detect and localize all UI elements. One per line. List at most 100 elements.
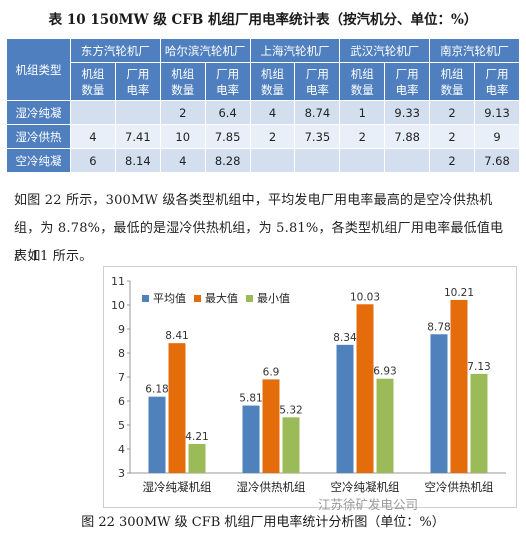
table-caption: 表 10 150MW 级 CFB 机组厂用电率统计表（按汽机分、单位：%） (48, 12, 478, 28)
table-cell: 2 (159, 100, 206, 125)
table-cell: 2 (339, 124, 386, 149)
bar-max (262, 379, 280, 473)
chart-svg: 3 4 5 6 7 8 9 10 11 6.18 8.41 4.21 湿冷纯凝机组 5.81 6.9 5.32… (111, 275, 506, 494)
y-tick-label: 9 (118, 323, 125, 336)
plant-header: 武汉汽轮机厂 (339, 38, 431, 63)
table-row: 湿冷供热 4 7.41 10 7.85 2 7.35 2 7.88 2 9 (6, 124, 520, 149)
table-cell: 8.74 (294, 100, 341, 125)
table-cell: 7.35 (294, 124, 341, 149)
legend-label: 最小值 (257, 292, 290, 305)
table-cell: 7.85 (204, 124, 251, 149)
table-cell: 2 (429, 148, 476, 173)
y-tick-label: 7 (118, 371, 125, 384)
table-cell (70, 100, 116, 125)
bar-max (450, 299, 468, 473)
plant-header: 南京汽轮机厂 (429, 38, 520, 63)
sub-header: 机组数量 (70, 62, 116, 101)
x-category-label: 空冷供热机组 (425, 480, 494, 494)
plant-header: 东方汽轮机厂 (70, 38, 161, 63)
table-cell: 4 (70, 124, 116, 149)
bar-min (376, 378, 394, 473)
bar-value-label: 8.34 (333, 332, 357, 344)
bar-value-label: 8.41 (165, 330, 188, 342)
sub-header: 机组数量 (339, 62, 386, 101)
x-category-label: 湿冷供热机组 (237, 480, 306, 494)
table-cell: 6.4 (204, 100, 251, 125)
legend-swatch (142, 295, 149, 302)
bar-value-label: 6.9 (263, 366, 280, 378)
y-tick-label: 4 (118, 443, 125, 456)
table-cell: 4 (249, 100, 296, 125)
sub-header: 厂用电率 (204, 62, 251, 101)
table-cell: 4 (159, 148, 206, 173)
bar-value-label: 6.93 (373, 366, 396, 378)
table-cell: 10 (159, 124, 206, 149)
x-category-label: 空冷纯凝机组 (331, 480, 400, 494)
sub-header: 机组数量 (249, 62, 296, 101)
bar-average (336, 344, 354, 473)
y-tick-label: 8 (118, 347, 125, 360)
bar-value-label: 8.78 (427, 321, 450, 333)
bar-max (168, 343, 186, 473)
bar-max (356, 304, 374, 473)
sub-header: 机组数量 (429, 62, 476, 101)
table-cell (114, 100, 161, 125)
table-cell: 8.28 (204, 148, 251, 173)
legend-swatch (194, 295, 201, 302)
bar-average (148, 396, 166, 473)
figure-caption: 图 22 300MW 级 CFB 机组厂用电率统计分析图（单位：%） (81, 515, 445, 530)
table-cell: 2 (429, 124, 476, 149)
y-tick-label: 3 (118, 467, 125, 480)
bar-value-label: 6.18 (145, 384, 168, 396)
table-cell (249, 148, 296, 173)
y-tick-label: 6 (118, 395, 125, 408)
row-type-label: 湿冷纯凝 (6, 100, 71, 125)
bar-min (282, 417, 300, 473)
table-cell: 2 (429, 100, 476, 125)
table-cell: 7.41 (114, 124, 161, 149)
bar-chart: 3 4 5 6 7 8 9 10 11 6.18 8.41 4.21 湿冷纯凝机组 5.81 6.9 5.32… (103, 266, 517, 508)
table-row: 空冷纯凝 6 8.14 4 8.28 2 7.68 (6, 148, 520, 173)
legend-swatch (246, 295, 253, 302)
table-cell: 1 (339, 100, 386, 125)
bar-value-label: 5.81 (239, 393, 262, 405)
plant-header: 上海汽轮机厂 (249, 38, 341, 63)
watermark-text: 江苏徐矿发电公司 (318, 497, 419, 512)
paragraph-line: 表 11 所示。 (14, 249, 93, 264)
bar-min (470, 373, 488, 473)
table-cell (339, 148, 386, 173)
bar-value-label: 7.13 (467, 361, 490, 373)
table-cell: 7.68 (474, 148, 520, 173)
table-cell: 9.33 (384, 100, 431, 125)
paragraph-line: 组，为 8.78%，最低的是湿冷供热机组，为 5.81%，各类型机组厂用电率最低… (14, 221, 504, 264)
sub-header: 厂用电率 (294, 62, 341, 101)
table-row: 湿冷纯凝 2 6.4 4 8.74 1 9.33 2 9.13 (6, 100, 520, 125)
legend-label: 平均值 (153, 292, 186, 305)
table-cell (384, 148, 431, 173)
row-type-label: 空冷纯凝 (6, 148, 71, 173)
bar-value-label: 4.21 (185, 431, 208, 443)
cfb-unit-table: 机组类型 东方汽轮机厂 哈尔滨汽轮机厂 上海汽轮机厂 武汉汽轮机厂 南京汽轮机厂… (6, 38, 520, 173)
sub-header: 厂用电率 (384, 62, 431, 101)
table-cell: 7.88 (384, 124, 431, 149)
y-tick-label: 5 (118, 419, 125, 432)
legend-label: 最大值 (205, 291, 238, 305)
bar-value-label: 10.03 (350, 291, 380, 303)
x-category-label: 湿冷纯凝机组 (143, 480, 212, 494)
row-type-label: 湿冷供热 (6, 124, 71, 149)
row-header-label: 机组类型 (6, 38, 71, 101)
table-cell: 9 (474, 124, 520, 149)
bar-value-label: 10.21 (444, 287, 474, 299)
paragraph-line: 如图 22 所示，300MW 级各类型机组中，平均发电厂用电率最高的是空冷供热机 (14, 193, 493, 208)
table-cell: 6 (70, 148, 116, 173)
y-tick-label: 10 (111, 299, 125, 312)
table-cell (294, 148, 341, 173)
sub-header: 厂用电率 (114, 62, 161, 101)
table-cell: 2 (249, 124, 296, 149)
table-cell: 8.14 (114, 148, 161, 173)
sub-header: 机组数量 (159, 62, 206, 101)
bar-average (430, 334, 448, 473)
y-tick-label: 11 (111, 275, 125, 288)
plant-header: 哈尔滨汽轮机厂 (159, 38, 251, 63)
bar-min (188, 443, 206, 473)
